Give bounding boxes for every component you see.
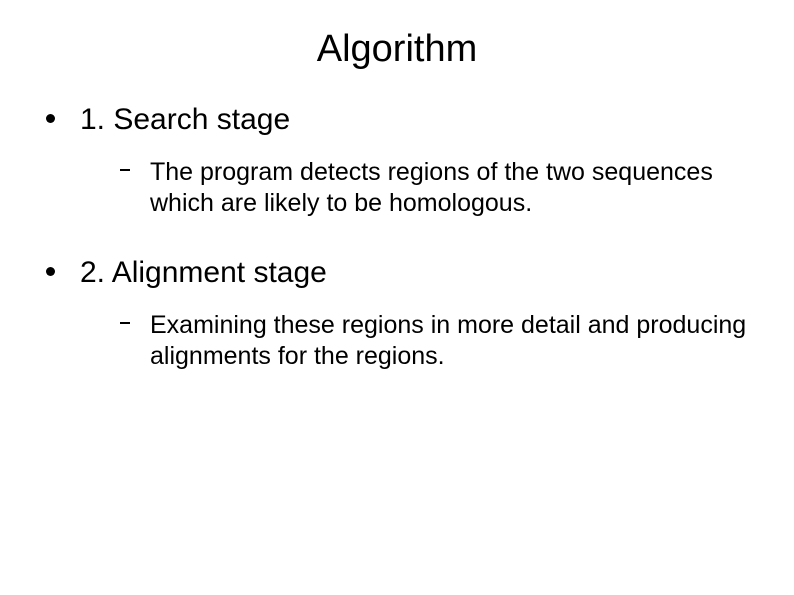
slide-title: Algorithm xyxy=(0,0,794,71)
list-item: Examining these regions in more detail a… xyxy=(120,310,754,373)
disc-bullet-icon xyxy=(46,114,55,123)
bullet-list-level2: Examining these regions in more detail a… xyxy=(80,310,754,373)
item-heading: 2. Alignment stage xyxy=(80,254,754,292)
bullet-list-level1: 1. Search stage The program detects regi… xyxy=(40,101,754,372)
list-item: 2. Alignment stage Examining these regio… xyxy=(40,254,754,372)
dash-bullet-icon xyxy=(120,322,130,324)
sub-item-text: Examining these regions in more detail a… xyxy=(150,311,746,370)
list-item: The program detects regions of the two s… xyxy=(120,157,754,220)
dash-bullet-icon xyxy=(120,169,130,171)
slide-content: 1. Search stage The program detects regi… xyxy=(0,71,794,372)
sub-item-text: The program detects regions of the two s… xyxy=(150,158,713,217)
slide: Algorithm 1. Search stage The program de… xyxy=(0,0,794,595)
bullet-list-level2: The program detects regions of the two s… xyxy=(80,157,754,220)
disc-bullet-icon xyxy=(46,267,55,276)
item-heading: 1. Search stage xyxy=(80,101,754,139)
list-item: 1. Search stage The program detects regi… xyxy=(40,101,754,219)
